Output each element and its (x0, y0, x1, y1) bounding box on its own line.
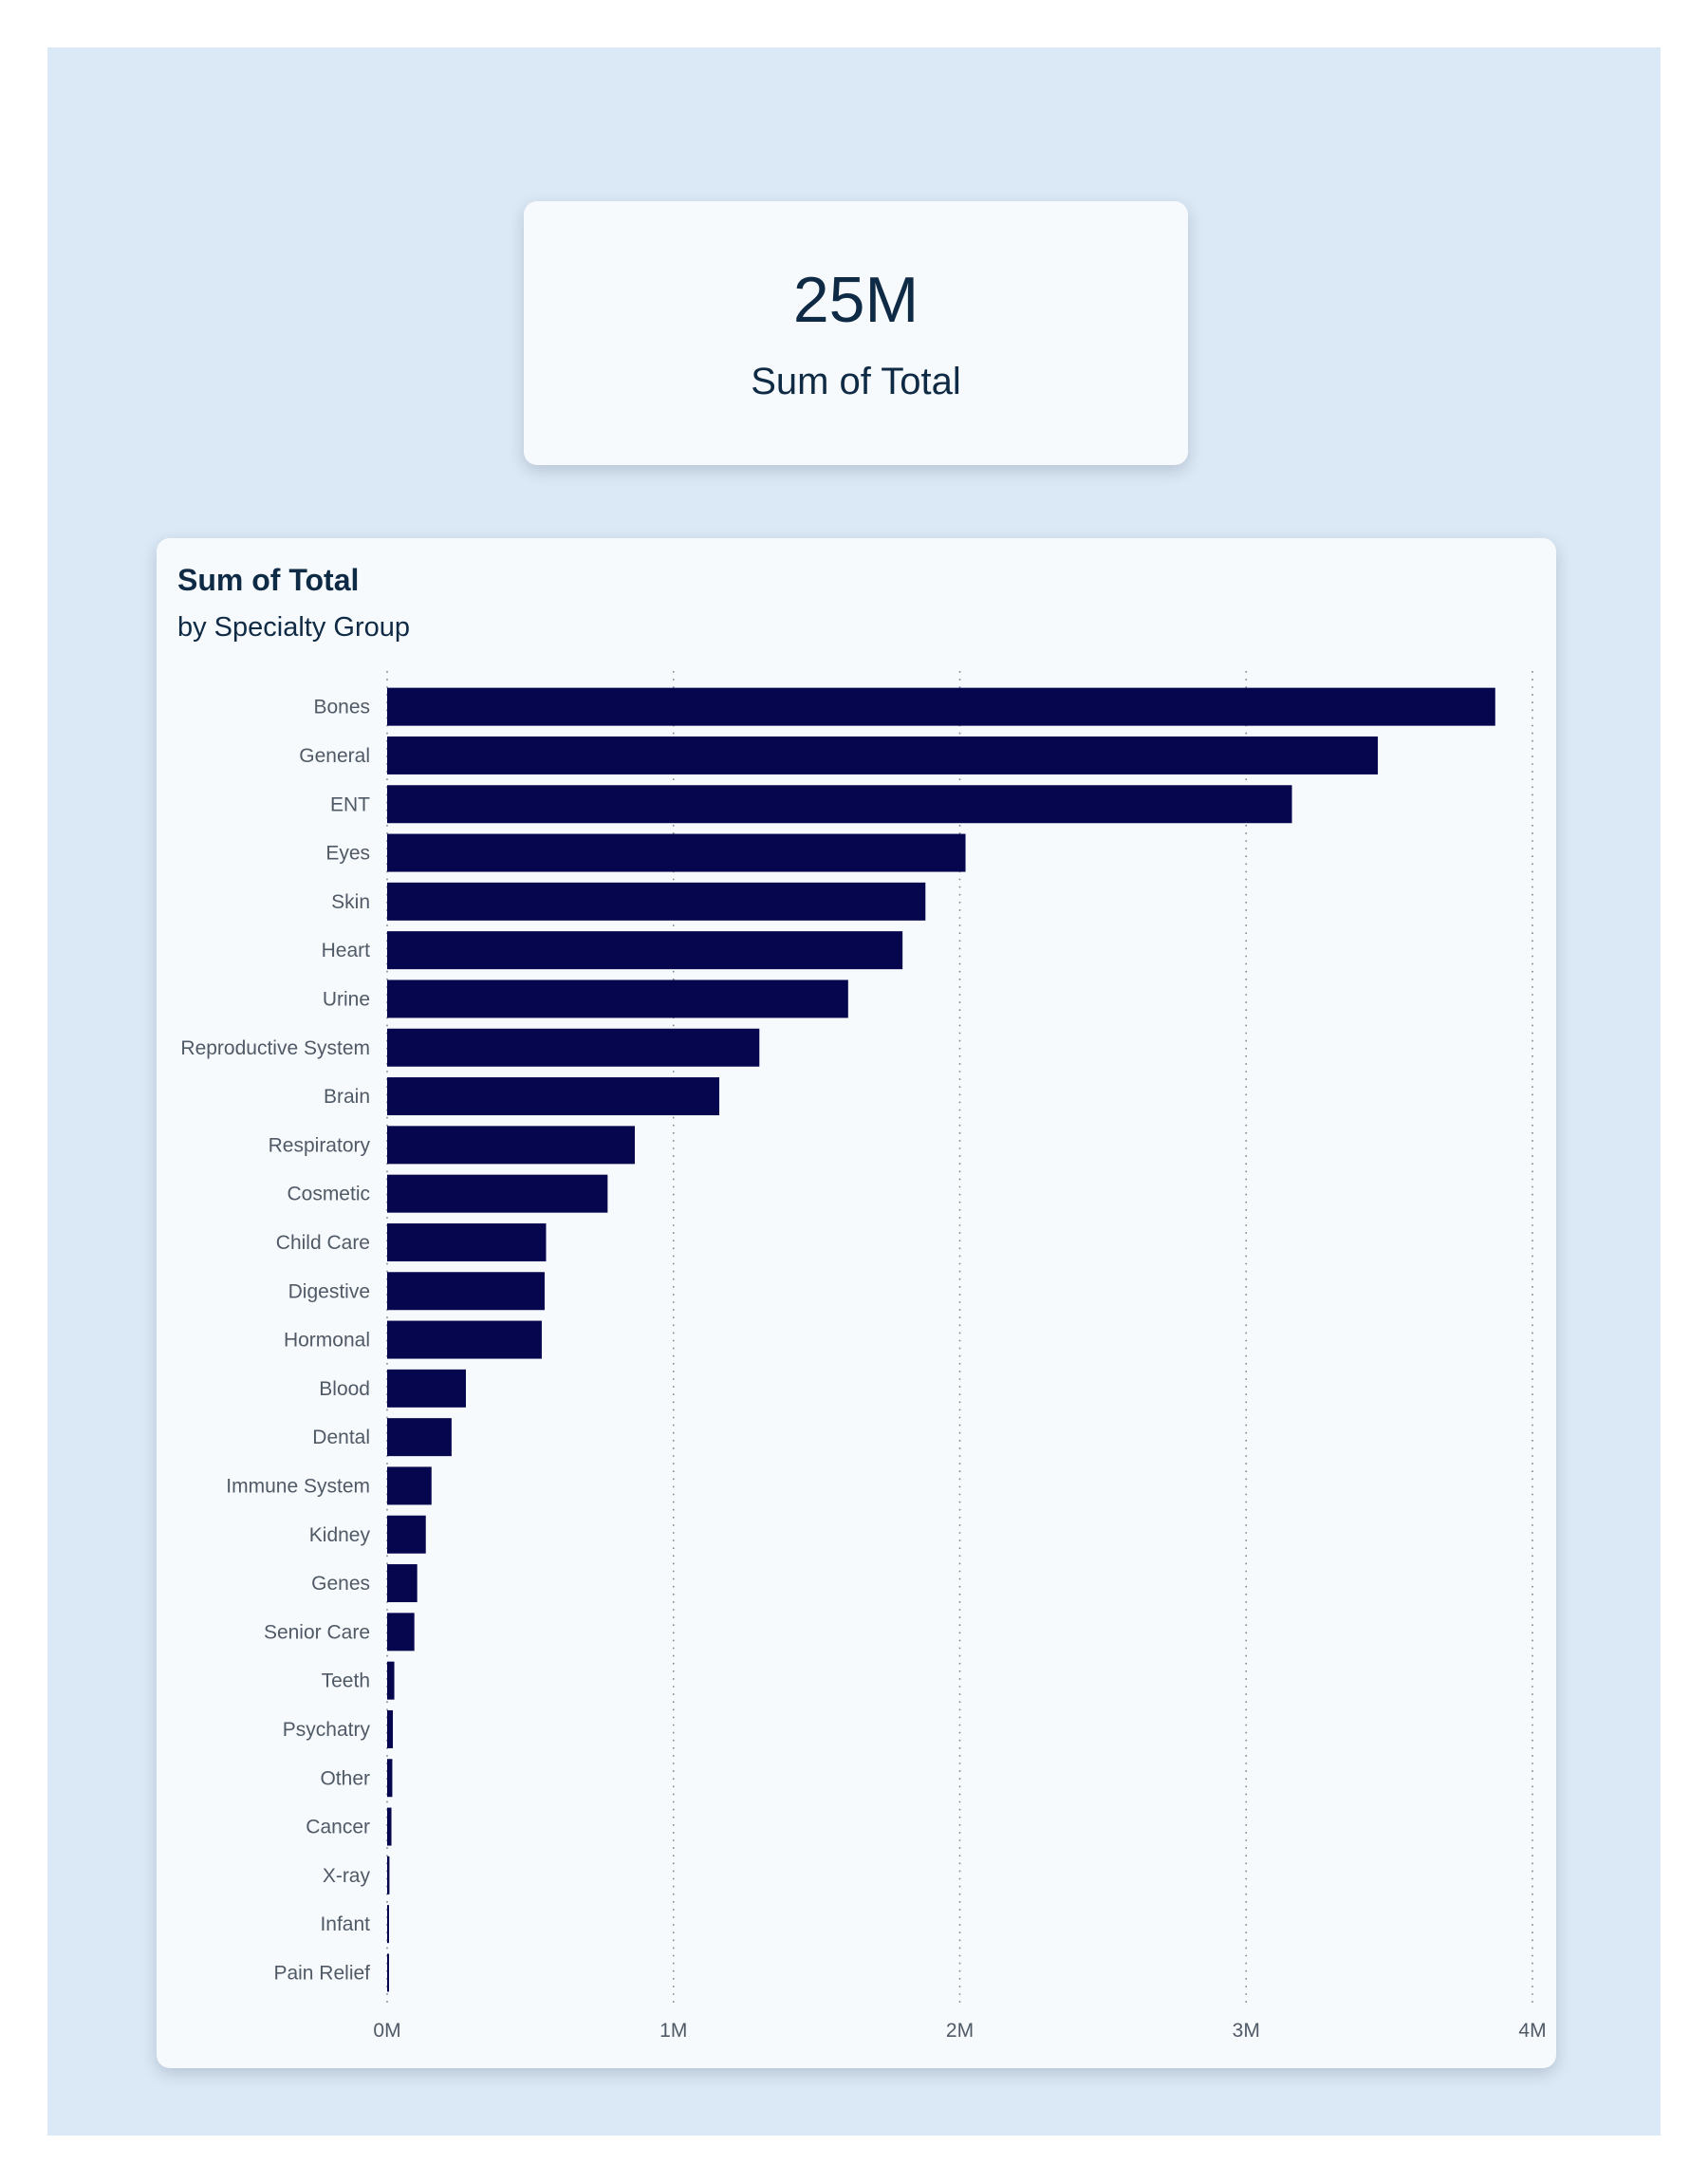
category-label: Eyes (325, 843, 370, 865)
bar (387, 1807, 392, 1846)
bar (387, 687, 1495, 726)
kpi-value: 25M (792, 264, 919, 336)
category-label: Digestive (288, 1280, 370, 1302)
bar (387, 931, 903, 970)
category-label: Child Care (276, 1232, 370, 1254)
kpi-label: Sum of Total (751, 361, 961, 402)
bar (387, 1515, 426, 1554)
chart-subtitle: by Specialty Group (177, 612, 411, 643)
bar (387, 1613, 415, 1651)
bar (387, 1418, 452, 1457)
bar (387, 736, 1379, 774)
bar (387, 1564, 418, 1603)
category-label: Urine (323, 988, 370, 1010)
category-label: Infant (320, 1913, 370, 1935)
bar (387, 1126, 636, 1165)
bar-chart: 0M 1M 2M 3M 4M Bones General ENT Eyes Skin Heart Ur… (180, 671, 1547, 2042)
category-label: General (299, 745, 370, 767)
kpi-card[interactable]: 25M Sum of Total (524, 201, 1188, 465)
x-tick-label: 0M (373, 2020, 400, 2042)
x-tick-label: 2M (946, 2020, 974, 2042)
category-label: Genes (311, 1573, 370, 1595)
bar (387, 1222, 547, 1261)
category-label: ENT (330, 793, 370, 815)
bar (387, 1905, 389, 1944)
bar (387, 1856, 390, 1894)
bar (387, 1077, 720, 1116)
x-tick-label: 3M (1233, 2020, 1260, 2042)
bar (387, 1028, 760, 1067)
bar (387, 1272, 545, 1311)
x-tick-label: 4M (1518, 2020, 1546, 2042)
bar-chart-card[interactable]: Sum of Total by Specialty Group 0M 1M 2M 3M… (157, 538, 1556, 2068)
category-label: Senior Care (264, 1621, 370, 1643)
bar (387, 1466, 432, 1505)
bar (387, 833, 966, 872)
category-label: Other (320, 1767, 370, 1789)
category-label: Immune System (226, 1475, 370, 1497)
category-label: Kidney (309, 1524, 371, 1546)
category-label: Dental (312, 1427, 370, 1448)
category-label: X-ray (323, 1865, 371, 1887)
category-label: Teeth (322, 1670, 370, 1692)
category-label: Bones (313, 697, 370, 718)
bar (387, 785, 1292, 824)
category-label: Reproductive System (180, 1037, 370, 1059)
category-label: Heart (322, 940, 371, 961)
chart-title: Sum of Total (177, 563, 360, 597)
category-label: Cancer (306, 1817, 370, 1838)
category-label: Cosmetic (287, 1184, 370, 1205)
category-label: Brain (324, 1086, 370, 1108)
bar (387, 1709, 394, 1748)
bar (387, 1759, 393, 1798)
bar (387, 1320, 542, 1359)
category-label: Respiratory (269, 1134, 371, 1156)
category-label: Pain Relief (273, 1962, 370, 1984)
bar (387, 1953, 389, 1992)
bar (387, 882, 926, 921)
category-label: Hormonal (284, 1330, 370, 1352)
category-label: Psychatry (283, 1719, 371, 1741)
bar (387, 1661, 395, 1700)
category-label: Skin (331, 891, 370, 913)
x-tick-label: 1M (659, 2020, 687, 2042)
category-label: Blood (319, 1378, 370, 1400)
bar (387, 1369, 466, 1408)
bar (387, 980, 848, 1018)
report-canvas: 25M Sum of Total Sum of Total by Special… (47, 47, 1661, 2136)
bar (387, 1174, 608, 1213)
